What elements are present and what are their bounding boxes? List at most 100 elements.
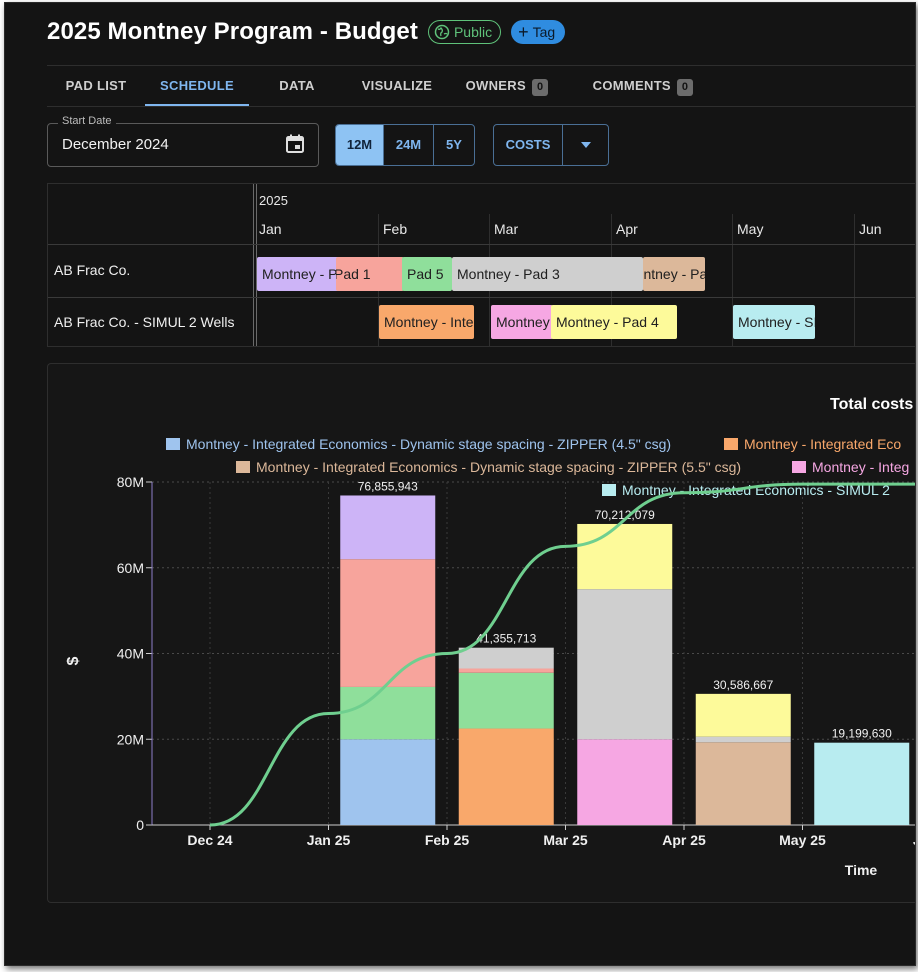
bar-label: Montney - Pad 6 [643,266,705,282]
schedule-bar-pad-4[interactable]: Montney - Pad 4 [551,305,677,339]
chevron-down-icon[interactable] [563,125,608,165]
crew-row-label: AB Frac Co. [54,262,131,278]
y-tick-label: 40M [117,646,144,662]
tab-data[interactable]: DATA [249,66,345,106]
tab-owners[interactable]: OWNERS 0 [455,66,559,106]
header: 2025 Montney Program - Budget Public + T… [47,15,566,49]
bar-total-label: 76,855,943 [358,479,418,493]
bar-segment [458,668,554,673]
x-tick-label: May 25 [779,832,826,848]
bar-segment [340,495,436,560]
month-label: Mar [494,221,519,237]
app-window: 2025 Montney Program - Budget Public + T… [4,2,916,966]
bar-total-label: 41,355,713 [476,632,536,646]
legend-swatch [602,484,616,496]
bar-total-label: 70,212,079 [595,508,655,522]
legend-entry: Montney - Integrated Economics - Dynamic… [186,436,671,452]
x-tick-label: Ju [913,832,916,848]
legend-swatch [724,438,738,450]
range-toggle-group: 12M 24M 5Y [335,124,475,166]
bar-segment [577,739,673,825]
tab-label: DATA [279,78,315,93]
legend-entry: Montney - Integrated Eco [744,436,901,452]
month-label: Jan [259,221,282,237]
start-date-field[interactable]: Start Date December 2024 [47,115,319,167]
schedule-bar-pad-6[interactable]: Montney - Pad 6 [643,257,705,291]
month-label: May [737,221,764,237]
page-title: 2025 Montney Program - Budget [47,18,418,45]
plus-icon: + [518,22,529,42]
x-axis-label: Time [845,862,878,878]
bar-segment [340,686,436,740]
tab-label: SCHEDULE [160,78,234,93]
bar-label: Pad 1 [336,266,371,282]
tab-visualize[interactable]: VISUALIZE [345,66,449,106]
schedule-year: 2025 [259,193,288,208]
cumulative-line [209,482,915,827]
y-axis-label: $ [65,656,82,665]
y-tick-label: 20M [117,731,144,747]
owners-count-badge: 0 [531,79,549,96]
tab-label: COMMENTS [592,78,671,93]
legend-swatch [166,438,180,450]
schedule-bar-pad-7[interactable]: Montney - Pad 7 [491,305,553,339]
schedule-bar-pad-1[interactable]: Pad 1 [336,257,404,291]
total-costs-chart: Total costs Montney - Integrated Economic… [65,396,916,878]
schedule-bar-integrated[interactable]: Montney - Integrated [379,305,474,339]
y-tick-label: 0 [136,817,144,833]
x-tick-label: Mar 25 [543,832,588,848]
bar-segment [695,742,791,825]
public-badge[interactable]: Public [427,20,502,44]
public-label: Public [453,24,493,40]
range-24m-button[interactable]: 24M [384,125,434,165]
bar-total-label: 30,586,667 [713,678,773,692]
bar-segment [695,693,791,737]
tab-label: PAD LIST [65,78,127,93]
tab-label: OWNERS [465,78,526,93]
month-label: Feb [383,221,408,237]
legend-swatch [792,461,806,473]
bar-segment [340,559,436,687]
metric-select[interactable]: COSTS [493,124,609,166]
bar-segment [340,739,436,825]
range-12m-button[interactable]: 12M [336,125,384,165]
comments-count-badge: 0 [676,79,694,96]
month-label: Jun [859,221,882,237]
chart-title: Total costs [830,396,913,413]
tag-label: Tag [532,24,556,40]
start-date-label: Start Date [58,115,116,127]
metric-label: COSTS [494,125,563,165]
schedule-bar-simul[interactable]: Montney - SIMUL [733,305,815,339]
y-tick-label: 80M [117,474,144,490]
x-tick-label: Apr 25 [662,832,706,848]
schedule-bar-pad-5[interactable]: Pad 5 [402,257,452,291]
bar-total-label: 19,199,630 [832,727,892,741]
range-5y-button[interactable]: 5Y [446,137,462,152]
x-tick-label: Dec 24 [187,832,232,848]
schedule-bar-pad-2[interactable]: Montney - Pad 2 [257,257,341,291]
calendar-icon[interactable] [284,133,306,155]
tab-bar: PAD LIST SCHEDULE DATA VISUALIZE OWNERS 0… [47,65,915,107]
bar-segment [695,736,791,743]
tab-schedule[interactable]: SCHEDULE [145,66,249,106]
bar-segment [458,728,554,825]
bar-segment [577,589,673,740]
bar-segment [814,742,910,825]
add-tag-button[interactable]: + Tag [511,20,566,44]
start-date-value: December 2024 [62,136,169,153]
x-tick-label: Feb 25 [425,832,470,848]
legend-entry: Montney - Integrated Economics - Dynamic… [256,459,741,475]
globe-icon [434,24,450,40]
legend-swatch [236,461,250,473]
tab-pad-list[interactable]: PAD LIST [47,66,145,106]
legend-entry: Montney - Integ [812,459,909,475]
schedule-gantt: 2025 Jan Feb Mar Apr May Jun AB Frac Co.… [47,183,915,347]
month-label: Apr [616,221,638,237]
x-tick-label: Jan 25 [307,832,351,848]
bar-segment [458,672,554,729]
chart-card: Total costs Montney - Integrated Economic… [47,363,916,903]
schedule-bar-pad-3[interactable]: Montney - Pad 3 [452,257,643,291]
tab-comments[interactable]: COMMENTS 0 [577,66,709,106]
bar-segment [577,523,673,590]
y-tick-label: 60M [117,560,144,576]
